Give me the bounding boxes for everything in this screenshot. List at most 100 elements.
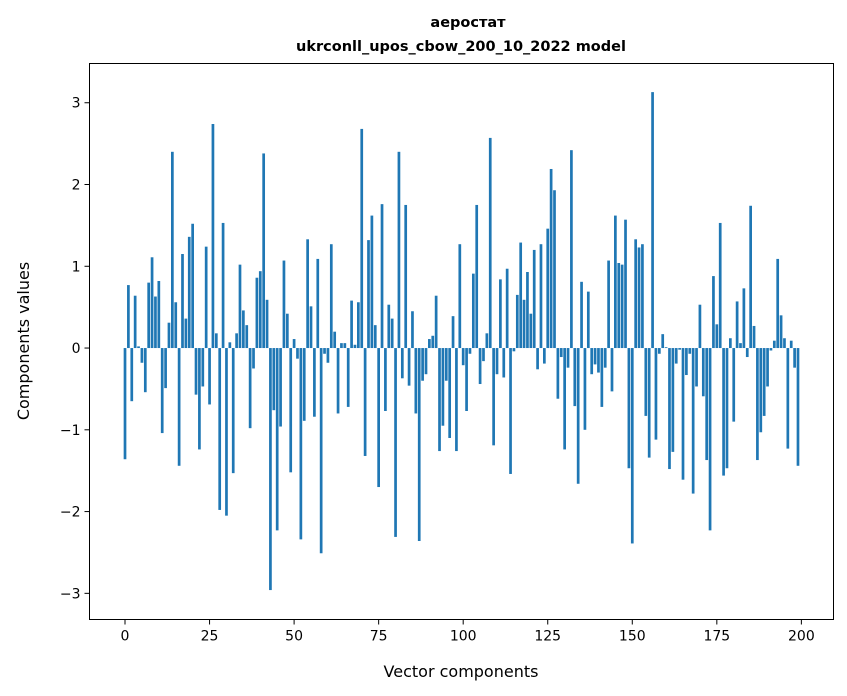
bar-31 xyxy=(228,342,232,349)
bar-124 xyxy=(543,348,546,364)
bar-117 xyxy=(519,242,523,349)
bar-94 xyxy=(441,348,445,426)
y-axis-label: Components values xyxy=(14,262,33,420)
bar-82 xyxy=(400,348,404,379)
bar-58 xyxy=(319,348,323,554)
bar-88 xyxy=(421,348,424,381)
bar-40 xyxy=(258,271,262,349)
bar-151 xyxy=(634,239,638,349)
bar-199 xyxy=(796,348,800,466)
bar-69 xyxy=(357,302,360,349)
bar-2 xyxy=(130,348,134,402)
bar-195 xyxy=(783,338,786,349)
bar-80 xyxy=(394,348,397,537)
bar-137 xyxy=(586,291,590,349)
bar-25 xyxy=(208,348,211,405)
bar-197 xyxy=(789,340,793,349)
bar-49 xyxy=(289,348,293,473)
bar-56 xyxy=(313,348,316,417)
bar-51 xyxy=(296,348,299,359)
bar-66 xyxy=(346,348,350,407)
bar-27 xyxy=(214,333,218,349)
bar-10 xyxy=(157,280,161,349)
bar-136 xyxy=(583,348,587,430)
bar-71 xyxy=(363,348,367,456)
plot-frame xyxy=(89,63,834,620)
x-tick-label: 25 xyxy=(201,629,219,645)
x-axis-label: Vector components xyxy=(384,662,539,681)
bar-167 xyxy=(688,348,692,354)
bar-166 xyxy=(685,348,688,376)
bar-184 xyxy=(745,348,749,358)
bar-160 xyxy=(664,347,668,349)
y-tick-label: 3 xyxy=(72,96,81,112)
bar-34 xyxy=(238,264,242,349)
bar-29 xyxy=(221,222,225,349)
bar-13 xyxy=(167,322,171,349)
bar-70 xyxy=(360,128,364,349)
bar-26 xyxy=(211,124,215,349)
bar-19 xyxy=(187,236,191,349)
bar-174 xyxy=(712,276,715,349)
bar-5 xyxy=(140,348,144,363)
bar-87 xyxy=(417,348,421,542)
bar-111 xyxy=(499,279,502,349)
bar-177 xyxy=(722,348,725,476)
bar-186 xyxy=(752,325,756,349)
bar-182 xyxy=(739,343,742,349)
bar-118 xyxy=(522,299,526,349)
bar-11 xyxy=(160,348,164,434)
bar-12 xyxy=(164,348,167,389)
bar-109 xyxy=(492,348,495,446)
bar-171 xyxy=(701,348,705,397)
bar-18 xyxy=(184,318,188,349)
bar-73 xyxy=(370,215,374,349)
bar-79 xyxy=(390,318,394,349)
bar-130 xyxy=(563,348,566,450)
bar-149 xyxy=(627,348,631,469)
bar-147 xyxy=(620,264,624,349)
bar-155 xyxy=(647,348,651,458)
bar-119 xyxy=(526,272,529,349)
bars-group xyxy=(123,92,800,591)
bar-77 xyxy=(384,348,387,411)
bar-1 xyxy=(127,285,130,349)
bar-120 xyxy=(529,313,533,349)
bar-37 xyxy=(248,348,252,429)
bar-152 xyxy=(637,247,641,349)
bar-97 xyxy=(451,316,455,349)
bar-8 xyxy=(150,257,154,349)
bar-9 xyxy=(154,296,157,349)
bar-142 xyxy=(603,348,607,368)
bar-162 xyxy=(671,348,675,452)
bar-133 xyxy=(573,348,577,407)
bar-76 xyxy=(380,204,384,349)
bar-15 xyxy=(174,302,178,349)
bar-96 xyxy=(448,348,452,438)
bar-24 xyxy=(204,246,208,349)
x-tick-label: 125 xyxy=(534,629,561,645)
bar-128 xyxy=(556,348,560,399)
bar-32 xyxy=(231,348,235,474)
bar-150 xyxy=(630,348,634,544)
bar-148 xyxy=(624,219,627,349)
bar-126 xyxy=(549,168,553,349)
x-tick-label: 100 xyxy=(450,629,477,645)
bar-144 xyxy=(610,348,614,392)
x-tick-label: 175 xyxy=(703,629,730,645)
y-tick-label: −1 xyxy=(60,423,81,439)
bar-112 xyxy=(502,348,506,378)
bar-86 xyxy=(414,348,418,414)
bar-91 xyxy=(431,335,435,349)
bar-89 xyxy=(424,348,428,375)
bar-50 xyxy=(292,339,296,349)
y-tick-label: 2 xyxy=(72,178,81,194)
bar-0 xyxy=(123,348,127,460)
bar-16 xyxy=(177,348,181,466)
bar-127 xyxy=(553,190,556,349)
bar-123 xyxy=(539,244,543,349)
x-axis-ticks: 0 25 50 75 100 125 150 175 200 xyxy=(121,619,815,645)
bar-41 xyxy=(262,153,266,349)
bar-175 xyxy=(715,324,719,349)
y-tick-label: −3 xyxy=(60,586,81,602)
